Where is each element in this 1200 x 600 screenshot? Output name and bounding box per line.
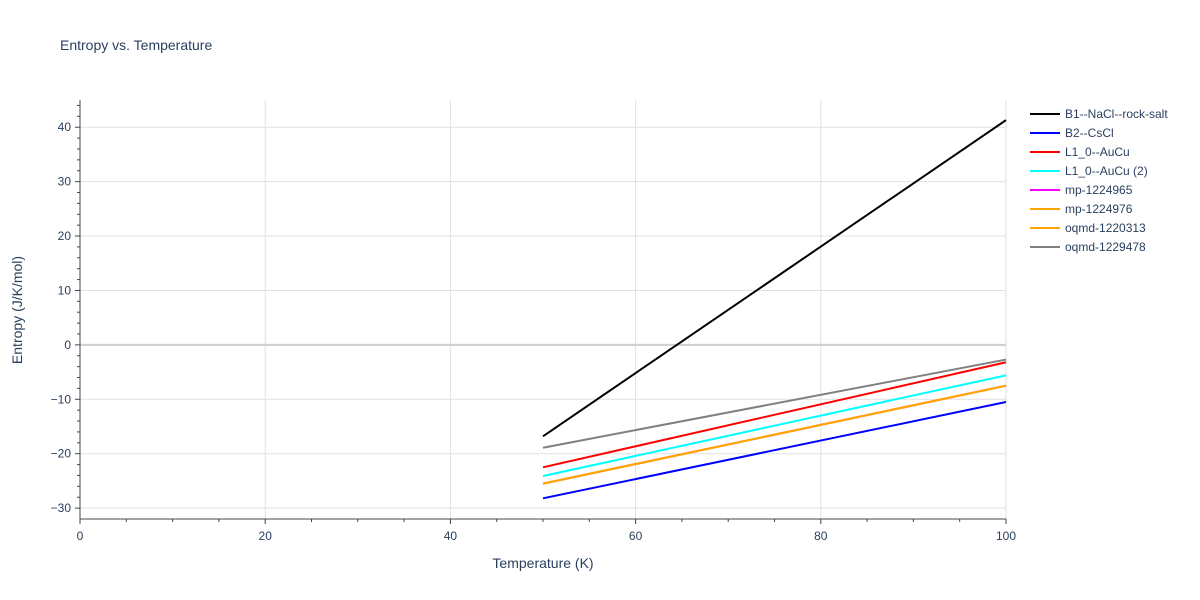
legend-label: L1_0--AuCu (1065, 145, 1130, 159)
y-tick-label: 10 (58, 283, 72, 297)
x-tick-label: 60 (629, 529, 643, 543)
y-tick-label: 20 (58, 229, 72, 243)
y-tick-label: −30 (51, 501, 72, 515)
x-tick-label: 100 (996, 529, 1016, 543)
y-tick-label: 0 (64, 338, 71, 352)
legend-label: B1--NaCl--rock-salt (1065, 107, 1168, 121)
series-line-6 (542, 384, 1007, 485)
y-tick-label: 40 (58, 120, 72, 134)
x-tick-label: 80 (814, 529, 828, 543)
chart-title: Entropy vs. Temperature (60, 37, 212, 53)
legend-item[interactable]: mp-1224976 (1030, 202, 1133, 216)
x-tick-label: 20 (259, 529, 273, 543)
legend-item[interactable]: oqmd-1220313 (1030, 221, 1146, 235)
legend-item[interactable]: L1_0--AuCu (2) (1030, 164, 1148, 178)
legend-label: mp-1224965 (1065, 183, 1133, 197)
legend-label: mp-1224976 (1065, 202, 1133, 216)
axes: 0 20 40 60 80 100 −30 −20 −10 0 10 20 30 40 (51, 100, 1016, 543)
legend-label: B2--CsCl (1065, 126, 1114, 140)
y-tick-label: −20 (51, 447, 72, 461)
x-tick-label: 0 (77, 529, 84, 543)
grid (80, 100, 1007, 519)
series-line-1 (542, 401, 1007, 500)
legend-label: oqmd-1220313 (1065, 221, 1146, 235)
legend-item[interactable]: B2--CsCl (1030, 126, 1114, 140)
x-axis-title: Temperature (K) (492, 555, 593, 571)
x-tick-label: 40 (444, 529, 458, 543)
legend: B1--NaCl--rock-salt B2--CsCl L1_0--AuCu L1_… (1030, 107, 1168, 254)
series-layer (542, 119, 1007, 500)
series-line-3 (542, 374, 1007, 477)
legend-item[interactable]: oqmd-1229478 (1030, 240, 1146, 254)
legend-item[interactable]: mp-1224965 (1030, 183, 1133, 197)
legend-label: oqmd-1229478 (1065, 240, 1146, 254)
y-axis-title: Entropy (J/K/mol) (9, 256, 25, 364)
y-tick-label: 30 (58, 175, 72, 189)
legend-label: L1_0--AuCu (2) (1065, 164, 1148, 178)
legend-item[interactable]: B1--NaCl--rock-salt (1030, 107, 1168, 121)
series-line-0 (542, 119, 1007, 438)
legend-item[interactable]: L1_0--AuCu (1030, 145, 1130, 159)
series-line-2 (542, 361, 1007, 469)
series-line-7 (542, 358, 1007, 449)
y-tick-label: −10 (51, 392, 72, 406)
